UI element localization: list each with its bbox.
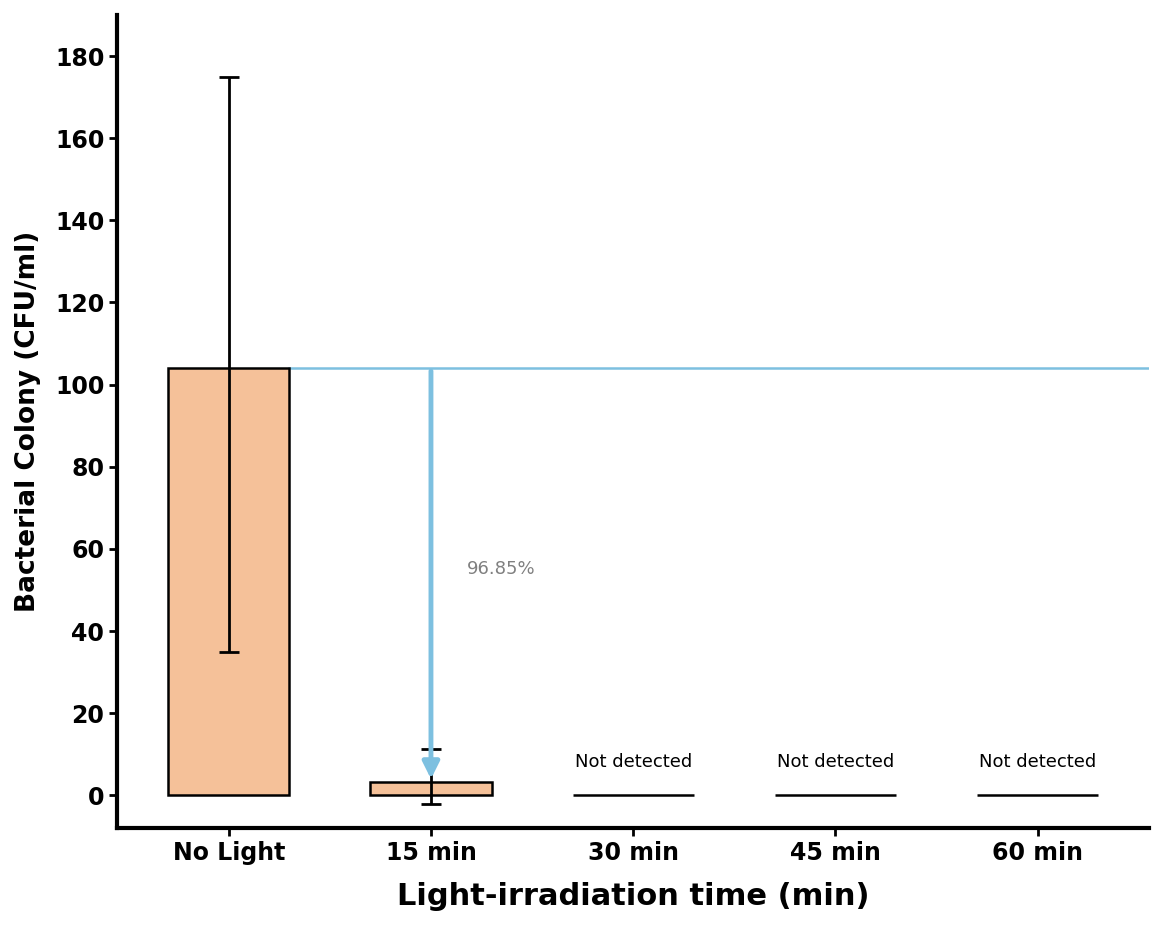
Bar	[168, 369, 290, 795]
Text: Not detected: Not detected	[979, 753, 1096, 770]
Text: 96.85%: 96.85%	[468, 560, 535, 579]
Text: Not detected: Not detected	[776, 753, 894, 770]
Bar	[370, 782, 491, 795]
Y-axis label: Bacterial Colony (CFU/ml): Bacterial Colony (CFU/ml)	[15, 231, 41, 612]
Text: Not detected: Not detected	[575, 753, 691, 770]
X-axis label: Light-irradiation time (min): Light-irradiation time (min)	[397, 882, 870, 911]
